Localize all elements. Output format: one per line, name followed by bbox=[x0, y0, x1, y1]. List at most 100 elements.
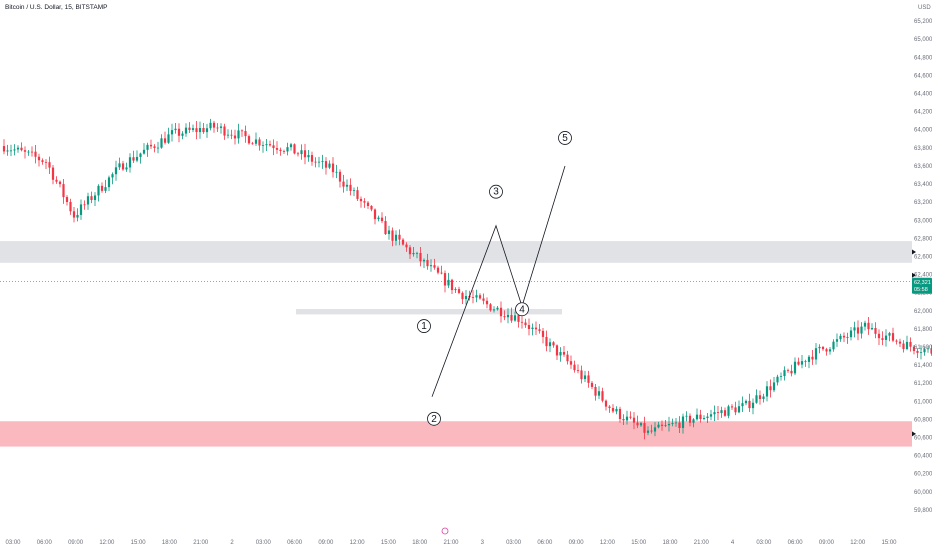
candle bbox=[559, 347, 562, 362]
candle bbox=[881, 331, 884, 346]
candle bbox=[415, 251, 419, 259]
x-tick-label: 03:00 bbox=[756, 540, 772, 546]
x-tick-label: 09:00 bbox=[819, 540, 835, 546]
candle bbox=[639, 421, 643, 427]
x-tick-label: 09:00 bbox=[68, 540, 84, 546]
candle bbox=[534, 321, 538, 336]
candle bbox=[839, 333, 842, 342]
price-tag-value: 62,321 bbox=[914, 280, 931, 286]
candle bbox=[310, 151, 314, 166]
candle bbox=[195, 121, 198, 140]
candle bbox=[506, 308, 510, 324]
candle bbox=[191, 124, 195, 133]
y-tick-label: 61,000 bbox=[914, 399, 932, 405]
candle bbox=[251, 141, 254, 145]
candle bbox=[867, 317, 870, 335]
candle bbox=[373, 208, 377, 225]
candle bbox=[548, 338, 552, 353]
candle bbox=[331, 157, 335, 178]
candle bbox=[128, 153, 132, 173]
candle bbox=[261, 141, 265, 153]
candle bbox=[748, 393, 751, 413]
candle bbox=[321, 154, 324, 169]
candle bbox=[471, 290, 475, 304]
candle bbox=[723, 407, 727, 417]
candle bbox=[289, 142, 293, 151]
candle bbox=[678, 416, 681, 434]
candle bbox=[100, 182, 104, 193]
candles-layer bbox=[0, 118, 932, 440]
candle bbox=[601, 387, 604, 403]
candle bbox=[835, 333, 839, 347]
candle bbox=[503, 310, 506, 321]
candle bbox=[391, 227, 394, 247]
candle bbox=[499, 301, 503, 323]
x-tick-label: 3 bbox=[481, 540, 485, 546]
candle bbox=[107, 175, 111, 191]
candle bbox=[223, 123, 226, 140]
candle bbox=[142, 143, 146, 155]
candle bbox=[170, 123, 174, 142]
candle bbox=[156, 141, 160, 154]
candle bbox=[408, 245, 412, 260]
candle bbox=[615, 406, 618, 415]
candle bbox=[72, 207, 76, 223]
y-tick-label: 61,400 bbox=[914, 363, 932, 369]
y-tick-label: 62,400 bbox=[914, 273, 932, 279]
candle bbox=[79, 199, 83, 220]
candle bbox=[419, 247, 422, 267]
y-tick-label: 61,600 bbox=[914, 345, 932, 351]
candle bbox=[387, 225, 391, 240]
candle bbox=[233, 129, 237, 145]
candle bbox=[454, 287, 457, 294]
candle bbox=[699, 409, 702, 423]
candle bbox=[177, 123, 181, 143]
event-marker-icon[interactable] bbox=[441, 527, 449, 535]
candle bbox=[398, 229, 401, 246]
candle bbox=[121, 160, 125, 171]
candle bbox=[163, 131, 167, 145]
y-tick-label: 62,600 bbox=[914, 254, 932, 260]
candle bbox=[254, 132, 258, 146]
candle bbox=[783, 366, 786, 381]
candle bbox=[167, 127, 170, 144]
candle bbox=[706, 412, 709, 423]
support-zone bbox=[0, 421, 912, 447]
candle bbox=[153, 144, 156, 153]
x-tick-label: 21:00 bbox=[443, 540, 459, 546]
candle bbox=[338, 169, 342, 188]
candle bbox=[181, 131, 184, 140]
candle bbox=[307, 149, 310, 162]
candle bbox=[874, 322, 877, 339]
candle bbox=[356, 186, 359, 202]
candle bbox=[853, 321, 856, 338]
svg-text:3: 3 bbox=[493, 187, 499, 198]
candle bbox=[786, 368, 790, 373]
candle bbox=[450, 278, 454, 294]
candle bbox=[727, 404, 730, 419]
candle bbox=[580, 365, 583, 384]
zone-marker bbox=[912, 249, 916, 255]
wave-label-3: 3 bbox=[489, 184, 503, 199]
candle bbox=[314, 157, 317, 168]
y-tick-label: 63,000 bbox=[914, 218, 932, 224]
candle bbox=[919, 345, 923, 360]
candle bbox=[856, 320, 860, 341]
candle bbox=[905, 335, 909, 351]
candle bbox=[573, 360, 576, 373]
candle bbox=[13, 144, 16, 156]
candle bbox=[797, 357, 800, 366]
candle bbox=[713, 405, 716, 422]
candle bbox=[237, 123, 240, 144]
candle bbox=[86, 192, 90, 210]
candle bbox=[793, 357, 797, 376]
candle bbox=[6, 144, 9, 156]
x-tick-label: 18:00 bbox=[162, 540, 178, 546]
candle bbox=[664, 420, 667, 428]
candle bbox=[118, 157, 121, 170]
candle bbox=[769, 379, 772, 398]
candle bbox=[545, 330, 548, 352]
price-tag-countdown: 05:58 bbox=[914, 287, 928, 293]
